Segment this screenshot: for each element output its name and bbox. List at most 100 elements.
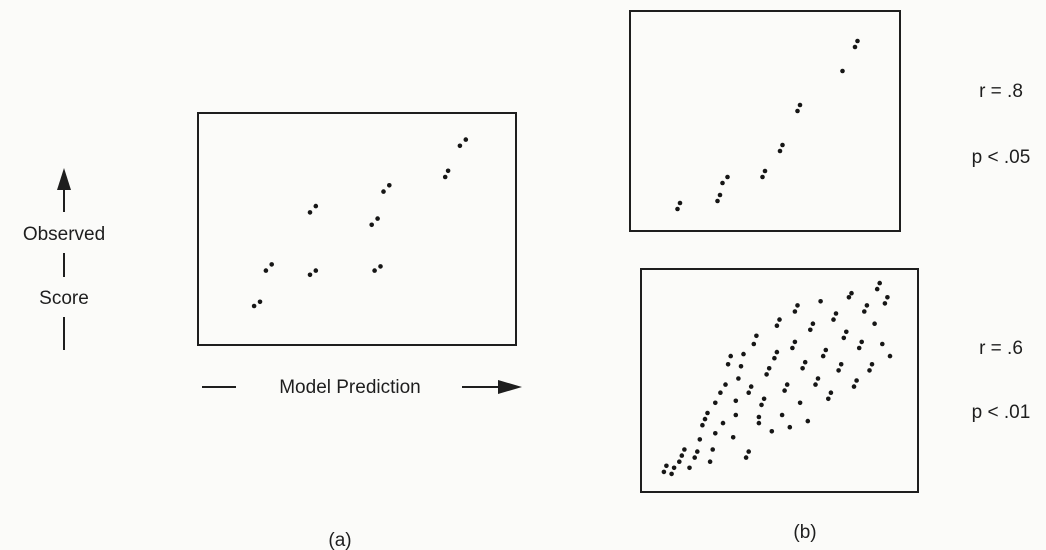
- panel-b-bottom-point: [761, 396, 767, 402]
- panel-a-point: [257, 299, 263, 305]
- panel-b-top-point: [797, 102, 803, 108]
- panel-b-bottom-point: [795, 303, 800, 308]
- panel-a-point: [313, 203, 319, 209]
- panel-a-point: [263, 268, 269, 273]
- panel-b-bottom-point: [818, 299, 823, 304]
- panel-b-bottom-point: [831, 317, 836, 322]
- panel-b-bottom-point: [880, 341, 885, 347]
- panel-b-bottom-point: [820, 353, 826, 359]
- panel-b-bottom-point: [661, 469, 667, 475]
- panel-b-bottom-point: [854, 378, 859, 383]
- panel-b-bottom-point: [846, 295, 852, 300]
- y-axis-arrow-head-icon: [57, 168, 71, 190]
- panel-b-bottom-r: r = .6: [979, 338, 1023, 359]
- panel-b-top-point: [762, 168, 768, 174]
- panel-b-bottom-point: [702, 416, 708, 422]
- panel-b-bottom-point: [887, 353, 893, 359]
- panel-b-bottom-point: [697, 437, 703, 442]
- panel-b-bottom-point: [741, 351, 746, 357]
- panel-a-point: [381, 189, 386, 194]
- panel-a-point: [457, 143, 463, 149]
- panel-b-bottom-point: [774, 323, 780, 329]
- panel-b-bottom-point: [700, 422, 705, 428]
- panel-b-bottom-point: [777, 317, 782, 322]
- panel-a-point: [372, 268, 377, 273]
- panel-b-bottom-point: [808, 327, 813, 333]
- panel-b-bottom-point: [746, 390, 751, 396]
- panel-a-point: [387, 183, 392, 188]
- panel-b-bottom-point: [728, 353, 733, 359]
- panel-b-top-point: [675, 206, 680, 212]
- panel-b-bottom-point: [800, 366, 805, 371]
- panel-a-point: [369, 222, 375, 228]
- y-axis-label-group: Observed Score: [23, 168, 105, 350]
- panel-b-top-points: [675, 38, 860, 212]
- panel-b-bottom-point: [826, 396, 831, 402]
- panel-b-bottom-point: [877, 280, 882, 286]
- panel-b-bottom-point: [882, 301, 888, 306]
- panel-b-bottom-point: [759, 402, 764, 408]
- panel-b-bottom-point: [710, 447, 715, 452]
- panel-a-point: [445, 168, 451, 174]
- panel-a-point: [269, 262, 275, 267]
- panel-b-bottom-p: p < .01: [972, 402, 1031, 423]
- panel-b-top-point: [852, 44, 858, 50]
- panel-a-point: [375, 216, 380, 221]
- panel-b-bottom-point: [872, 321, 877, 327]
- panel-b-bottom-point: [874, 286, 880, 292]
- panel-b-bottom-point: [682, 447, 687, 452]
- panel-b-bottom-point: [862, 309, 867, 314]
- panel-b-bottom-point: [669, 471, 674, 477]
- panel-b-top-point: [840, 68, 845, 74]
- panel-b-bottom-point: [733, 398, 739, 404]
- panel-b-bottom-point: [792, 339, 798, 345]
- panel-b-bottom-point: [779, 412, 785, 418]
- panel-b-bottom-point: [838, 362, 844, 367]
- panel-b-bottom-point: [797, 400, 803, 406]
- panel-a: [197, 112, 517, 346]
- panel-a-point: [251, 303, 257, 309]
- panel-b-bottom-point: [671, 465, 677, 471]
- panel-b-bottom-point: [713, 400, 718, 406]
- panel-b-top-r: r = .8: [979, 81, 1023, 102]
- panel-b-bottom-frame: [640, 268, 919, 493]
- panel-b-bottom-point: [810, 321, 816, 327]
- panel-b-bottom-point: [828, 390, 834, 396]
- panel-b-bottom-point: [743, 455, 749, 460]
- panel-b-bottom-point: [718, 390, 723, 396]
- panel-a-frame: [197, 112, 517, 346]
- panel-b-top-point: [720, 180, 725, 186]
- panel-b-bottom-point: [679, 453, 685, 458]
- panel-b-bottom-point: [707, 459, 713, 465]
- panel-b-bottom-point: [677, 459, 682, 465]
- panel-b-bottom-point: [851, 384, 857, 389]
- panel-b-bottom-point: [813, 382, 818, 387]
- panel-b-bottom-point: [805, 418, 811, 424]
- panel-b-top-p: p < .05: [972, 147, 1031, 168]
- panel-a-point: [463, 137, 469, 142]
- panel-b-bottom-point: [774, 349, 780, 355]
- panel-b-bottom-point: [833, 311, 839, 316]
- panel-b-top-point: [780, 142, 785, 148]
- panel-b-bottom: [640, 268, 919, 493]
- panel-b-bottom-point: [748, 384, 754, 389]
- panel-a-point: [378, 264, 383, 269]
- y-axis-label-score: Score: [39, 288, 89, 309]
- x-axis-label: Model Prediction: [279, 377, 421, 398]
- panel-b-bottom-point: [766, 366, 772, 371]
- panel-b-bottom-point: [733, 412, 739, 418]
- y-axis-label-observed: Observed: [23, 224, 105, 245]
- panel-b-bottom-point: [687, 465, 692, 471]
- panel-b-top-point: [855, 38, 860, 44]
- panel-b-bottom-point: [856, 345, 862, 351]
- panel-b-bottom-point: [787, 424, 793, 430]
- panel-b-bottom-point: [802, 359, 808, 365]
- panel-b-bottom-point: [754, 333, 759, 339]
- panel-b-bottom-point: [841, 335, 847, 341]
- panel-b-bottom-point: [772, 355, 777, 361]
- panel-b-bottom-point: [790, 345, 795, 351]
- panel-b-top: [629, 10, 901, 232]
- panel-b-bottom-point: [730, 435, 736, 440]
- panel-b-top-point: [795, 108, 800, 114]
- panel-b-top-point: [677, 200, 683, 206]
